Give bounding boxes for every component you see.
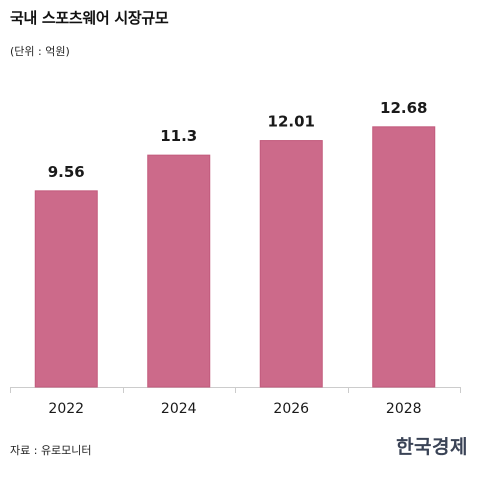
bar-2024 — [147, 154, 211, 388]
x-tick-label-2024: 2024 — [161, 401, 197, 417]
value-label-2024: 11.3 — [160, 127, 197, 145]
unit-note: (단위 : 억원) — [10, 45, 70, 58]
x-tick-label-2026: 2026 — [273, 401, 309, 417]
publisher-logo: 한국경제 — [396, 436, 468, 458]
value-label-2026: 12.01 — [268, 113, 315, 131]
x-tick-label-2022: 2022 — [48, 401, 84, 417]
bar-2028 — [372, 126, 436, 388]
value-label-2022: 9.56 — [48, 163, 85, 181]
bar-2022 — [34, 190, 98, 388]
source-note: 자료 : 유로모니터 — [10, 444, 92, 457]
chart-title: 국내 스포츠웨어 시장규모 — [10, 9, 169, 27]
value-label-2028: 12.68 — [380, 99, 427, 117]
x-tick-label-2028: 2028 — [386, 401, 422, 417]
bar-2026 — [259, 140, 323, 388]
